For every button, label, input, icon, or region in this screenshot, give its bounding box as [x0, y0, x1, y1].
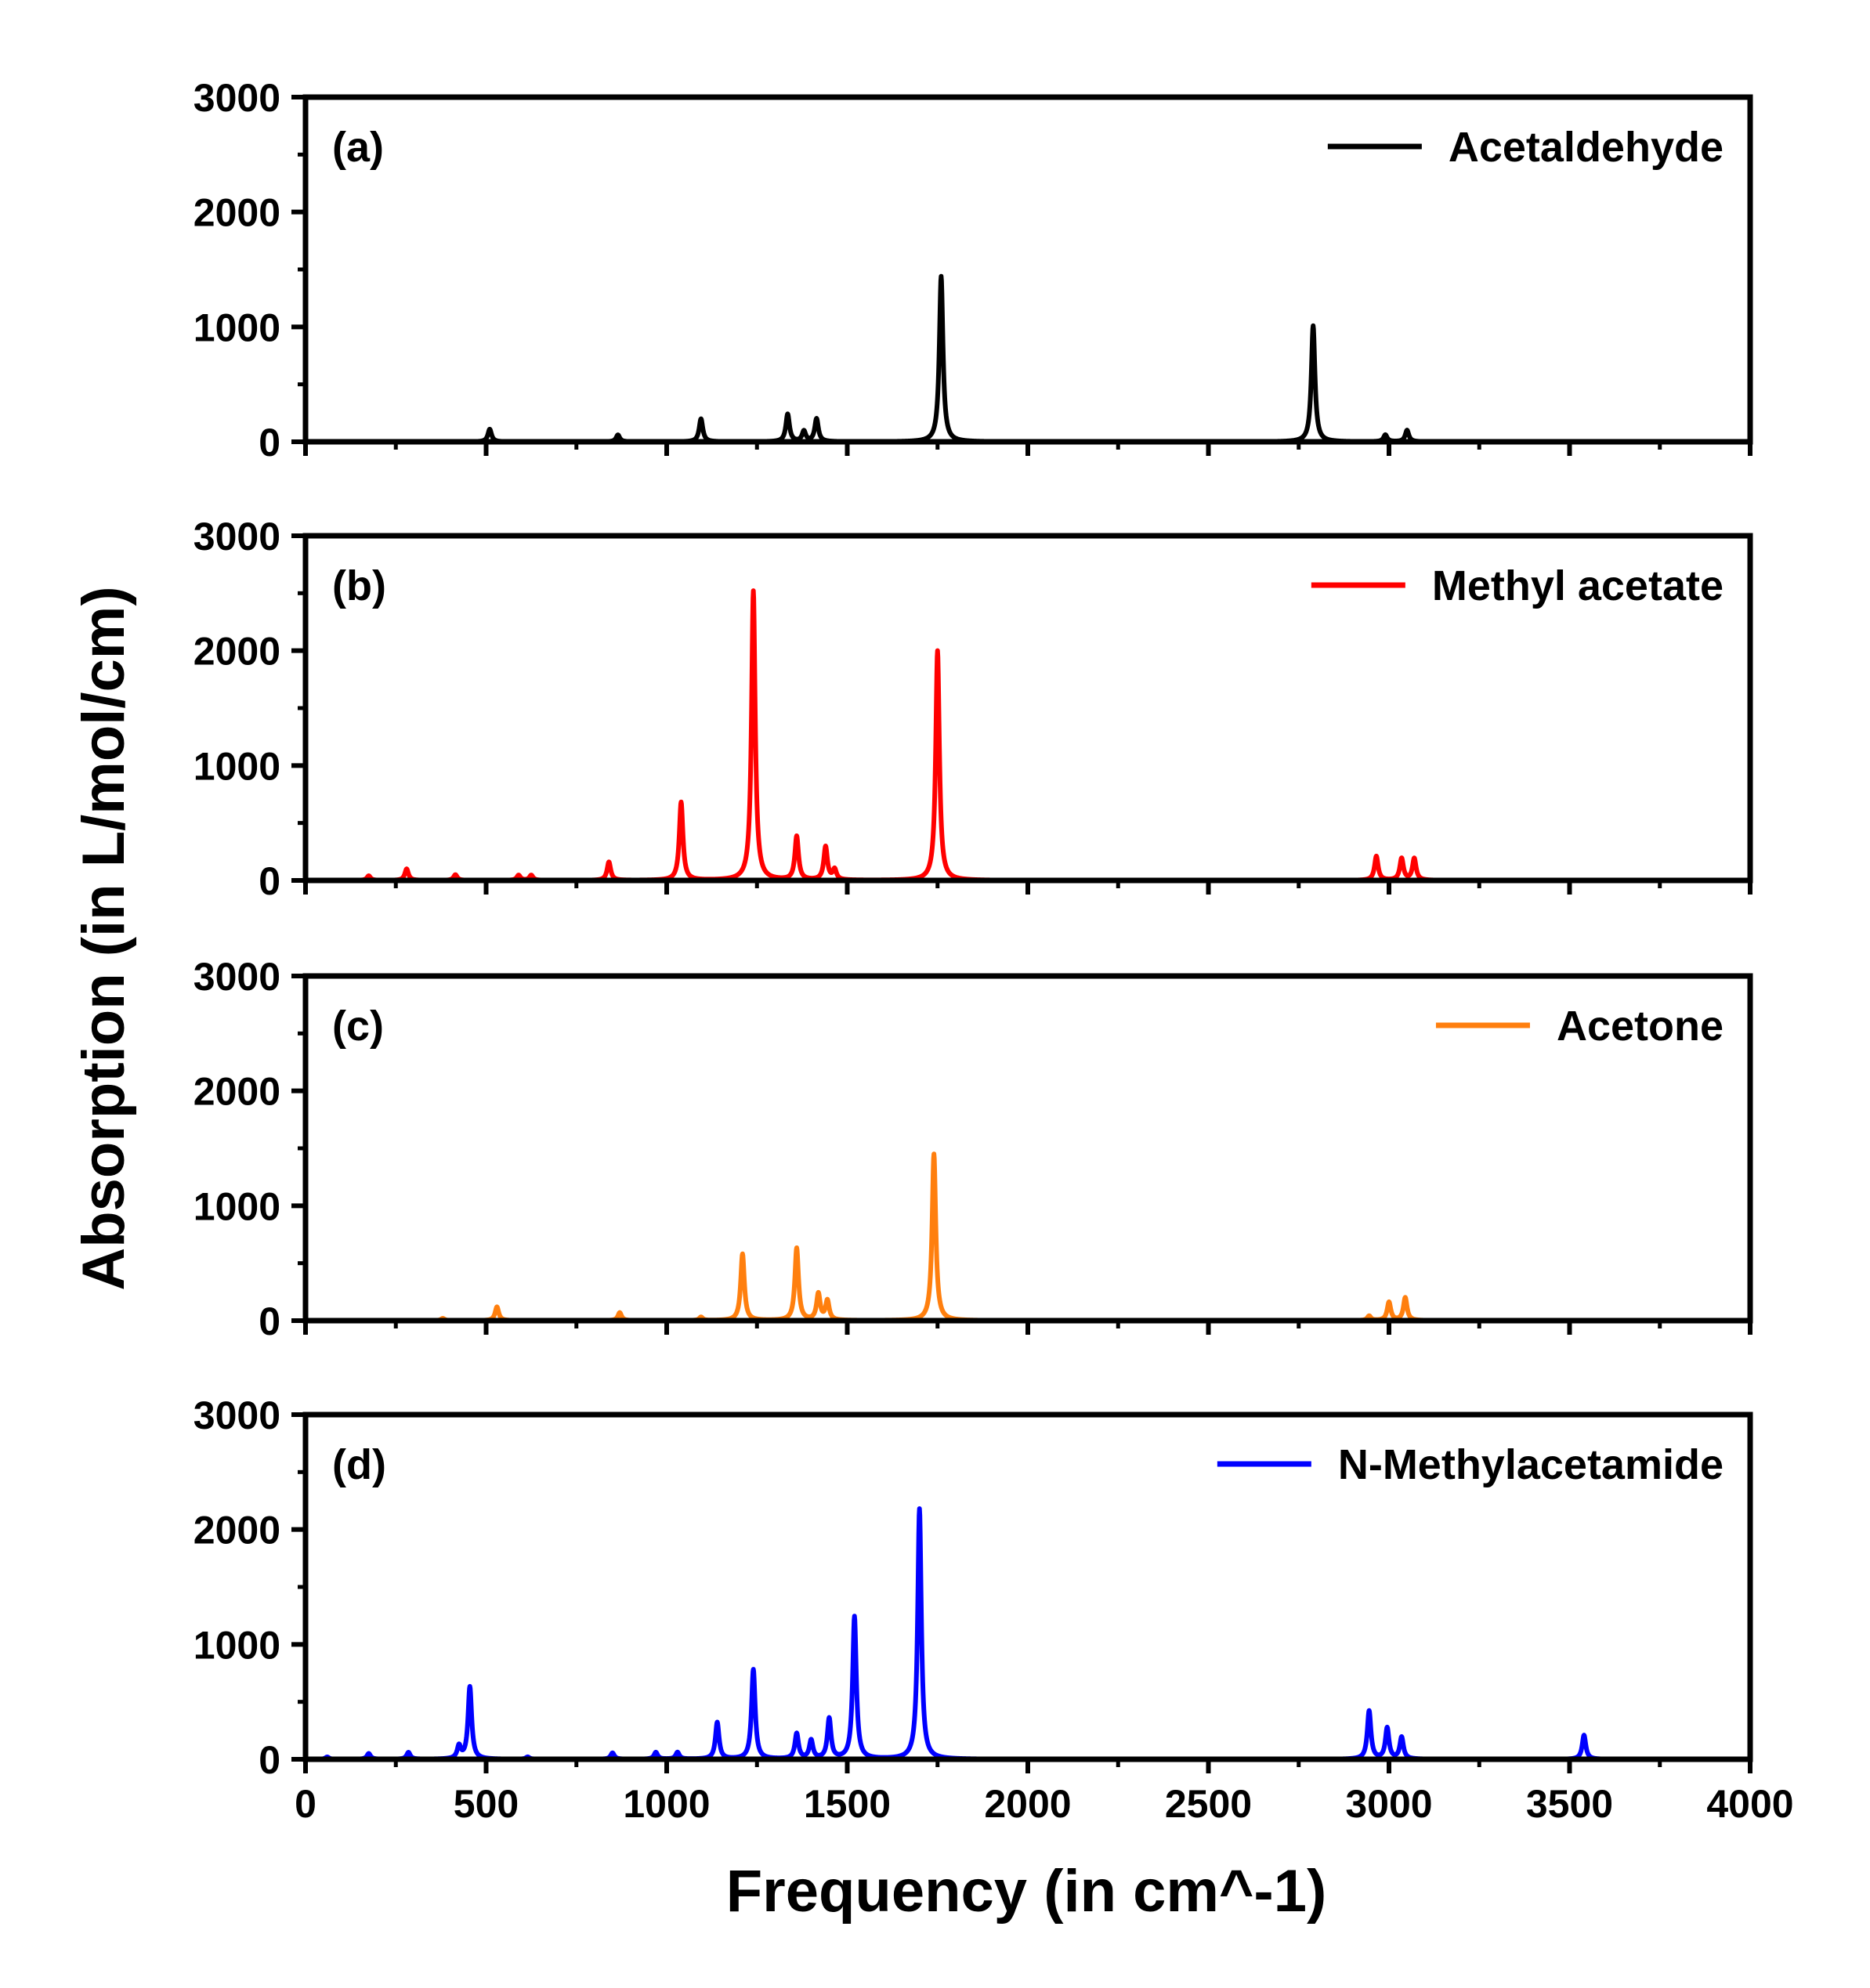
legend-label: Acetone [1557, 1003, 1724, 1050]
panel-c-acetone: 0 1000 2000 3000 (c) Acetone [194, 955, 1753, 1343]
y-tick-label: 1000 [194, 744, 280, 788]
y-tick-label: 3000 [194, 955, 280, 999]
x-tick-label: 3000 [1345, 1782, 1432, 1826]
panel-b-methyl-acetate: 0 1000 2000 3000 (b) Methyl acetate [194, 515, 1753, 903]
x-tick-label: 2000 [984, 1782, 1071, 1826]
plot-frame [302, 973, 1753, 1324]
x-tick-label: 3500 [1526, 1782, 1613, 1826]
x-tick-label: 1500 [804, 1782, 891, 1826]
x-tick-label: 0 [295, 1782, 316, 1826]
panel-d-n-methylacetamide: 0 1000 2000 3000 0 500 1000 1500 2000 2500 3000 350… [194, 1393, 1794, 1826]
x-tick-label: 500 [454, 1782, 519, 1826]
x-tick-label: 4000 [1706, 1782, 1793, 1826]
y-tick-label: 3000 [194, 76, 280, 120]
y-tick-label: 2000 [194, 1509, 280, 1552]
y-tick-label: 0 [259, 859, 280, 903]
y-tick-label: 2000 [194, 1070, 280, 1114]
panel-label: (c) [332, 1003, 384, 1050]
y-tick-label: 1000 [194, 305, 280, 349]
panel-label: (a) [332, 124, 384, 171]
y-tick-label: 1000 [194, 1623, 280, 1667]
y-tick-label: 3000 [194, 1393, 280, 1437]
y-axis-title: Absorption (in L/mol/cm) [71, 586, 137, 1290]
spectrum-line [303, 588, 1752, 883]
legend-label: Acetaldehyde [1449, 124, 1724, 171]
spectrum-line [303, 1505, 1752, 1762]
y-tick-label: 2000 [194, 191, 280, 235]
legend-label: N-Methylacetamide [1338, 1441, 1724, 1488]
legend-label: Methyl acetate [1432, 562, 1724, 609]
panel-a-acetaldehyde: 0 1000 2000 3000 (a) Acetaldehyde [194, 76, 1753, 464]
y-tick-label: 0 [259, 421, 280, 464]
y-tick-label: 0 [259, 1738, 280, 1782]
spectrum-line [303, 273, 1752, 444]
y-tick-label: 3000 [194, 515, 280, 558]
x-tick-label: 2500 [1165, 1782, 1252, 1826]
x-tick-label: 1000 [623, 1782, 710, 1826]
y-tick-label: 0 [259, 1299, 280, 1343]
x-axis-title: Frequency (in cm^-1) [726, 1858, 1327, 1925]
y-tick-label: 1000 [194, 1184, 280, 1228]
panel-label: (b) [332, 562, 386, 609]
spectrum-line [303, 1151, 1752, 1323]
y-tick-label: 2000 [194, 630, 280, 674]
panel-label: (d) [332, 1441, 386, 1488]
